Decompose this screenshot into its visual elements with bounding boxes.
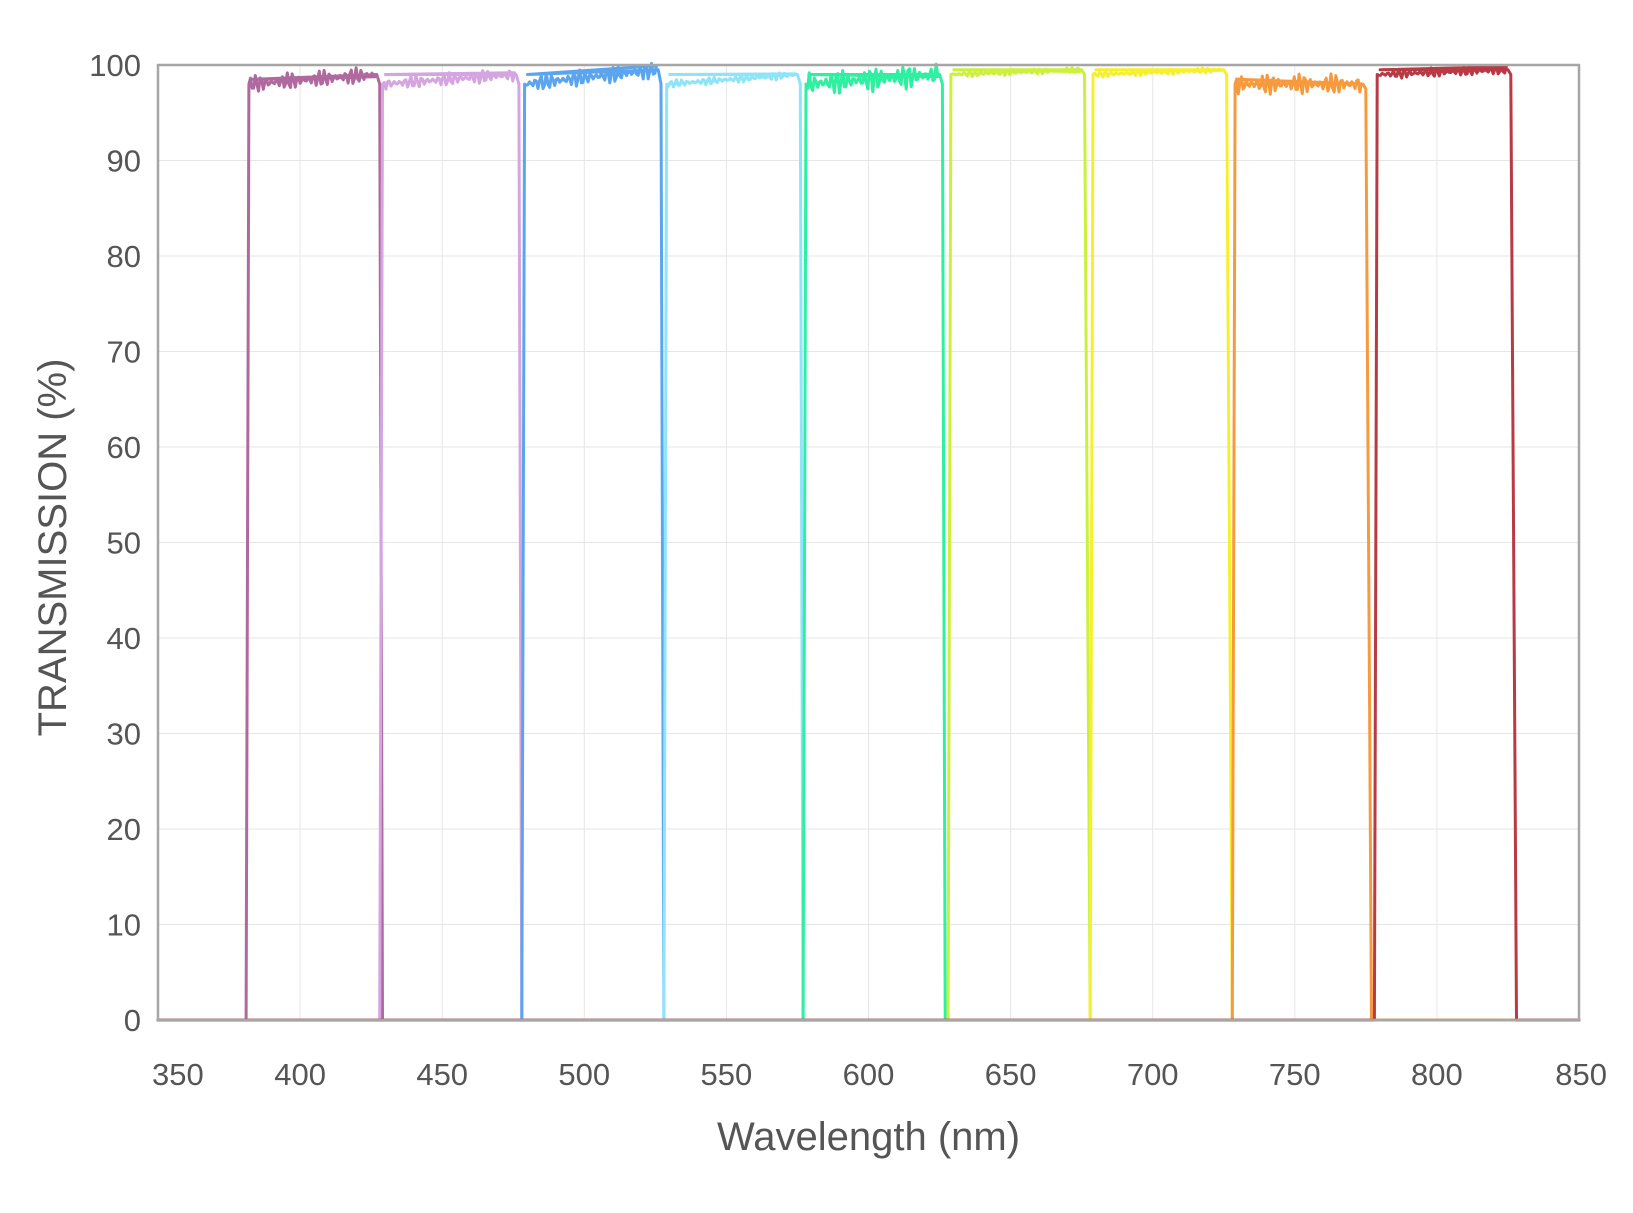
series-line-4 <box>156 71 1581 1022</box>
x-tick-label: 500 <box>558 1057 610 1092</box>
y-axis-title: TRANSMISSION (%) <box>31 359 75 737</box>
series-layer <box>156 61 1581 1022</box>
y-tick-label: 0 <box>124 1003 141 1038</box>
x-tick-label: 350 <box>152 1057 204 1092</box>
plot-frame <box>156 63 1581 1022</box>
series-line-1 <box>156 66 1581 1022</box>
y-tick-label: 70 <box>107 335 141 370</box>
series-line-2 <box>156 69 1581 1022</box>
y-tick-label: 80 <box>107 239 141 274</box>
y-tick-label: 40 <box>107 621 141 656</box>
x-tick-label: 700 <box>1127 1057 1179 1092</box>
series-line-5 <box>156 62 1581 1022</box>
x-axis-title: Wavelength (nm) <box>717 1115 1020 1159</box>
y-tick-label: 50 <box>107 526 141 561</box>
x-tick-label: 800 <box>1411 1057 1463 1092</box>
x-tick-label: 400 <box>274 1057 326 1092</box>
series-line-9 <box>156 63 1581 1022</box>
x-tick-label: 850 <box>1555 1057 1607 1092</box>
y-tick-label: 60 <box>107 430 141 465</box>
x-tick-label: 650 <box>985 1057 1037 1092</box>
x-tick-label: 750 <box>1269 1057 1321 1092</box>
series-line-6 <box>156 66 1581 1022</box>
y-tick-label: 20 <box>107 812 141 847</box>
x-axis-ticks: 350 400 450 500 550 600 650 700 750 800 850 <box>152 1057 1607 1092</box>
y-tick-label: 30 <box>107 717 141 752</box>
y-axis-ticks: 0 10 20 30 40 50 60 70 80 90 100 <box>89 48 141 1038</box>
y-tick-label: 90 <box>107 144 141 179</box>
series-line-3 <box>156 61 1581 1022</box>
y-tick-label: 100 <box>89 48 141 83</box>
y-tick-label: 10 <box>107 908 141 943</box>
x-tick-label: 600 <box>843 1057 895 1092</box>
series-line-8 <box>156 72 1581 1022</box>
series-line-7 <box>156 66 1581 1022</box>
x-tick-label: 450 <box>416 1057 468 1092</box>
x-tick-label: 550 <box>701 1057 753 1092</box>
